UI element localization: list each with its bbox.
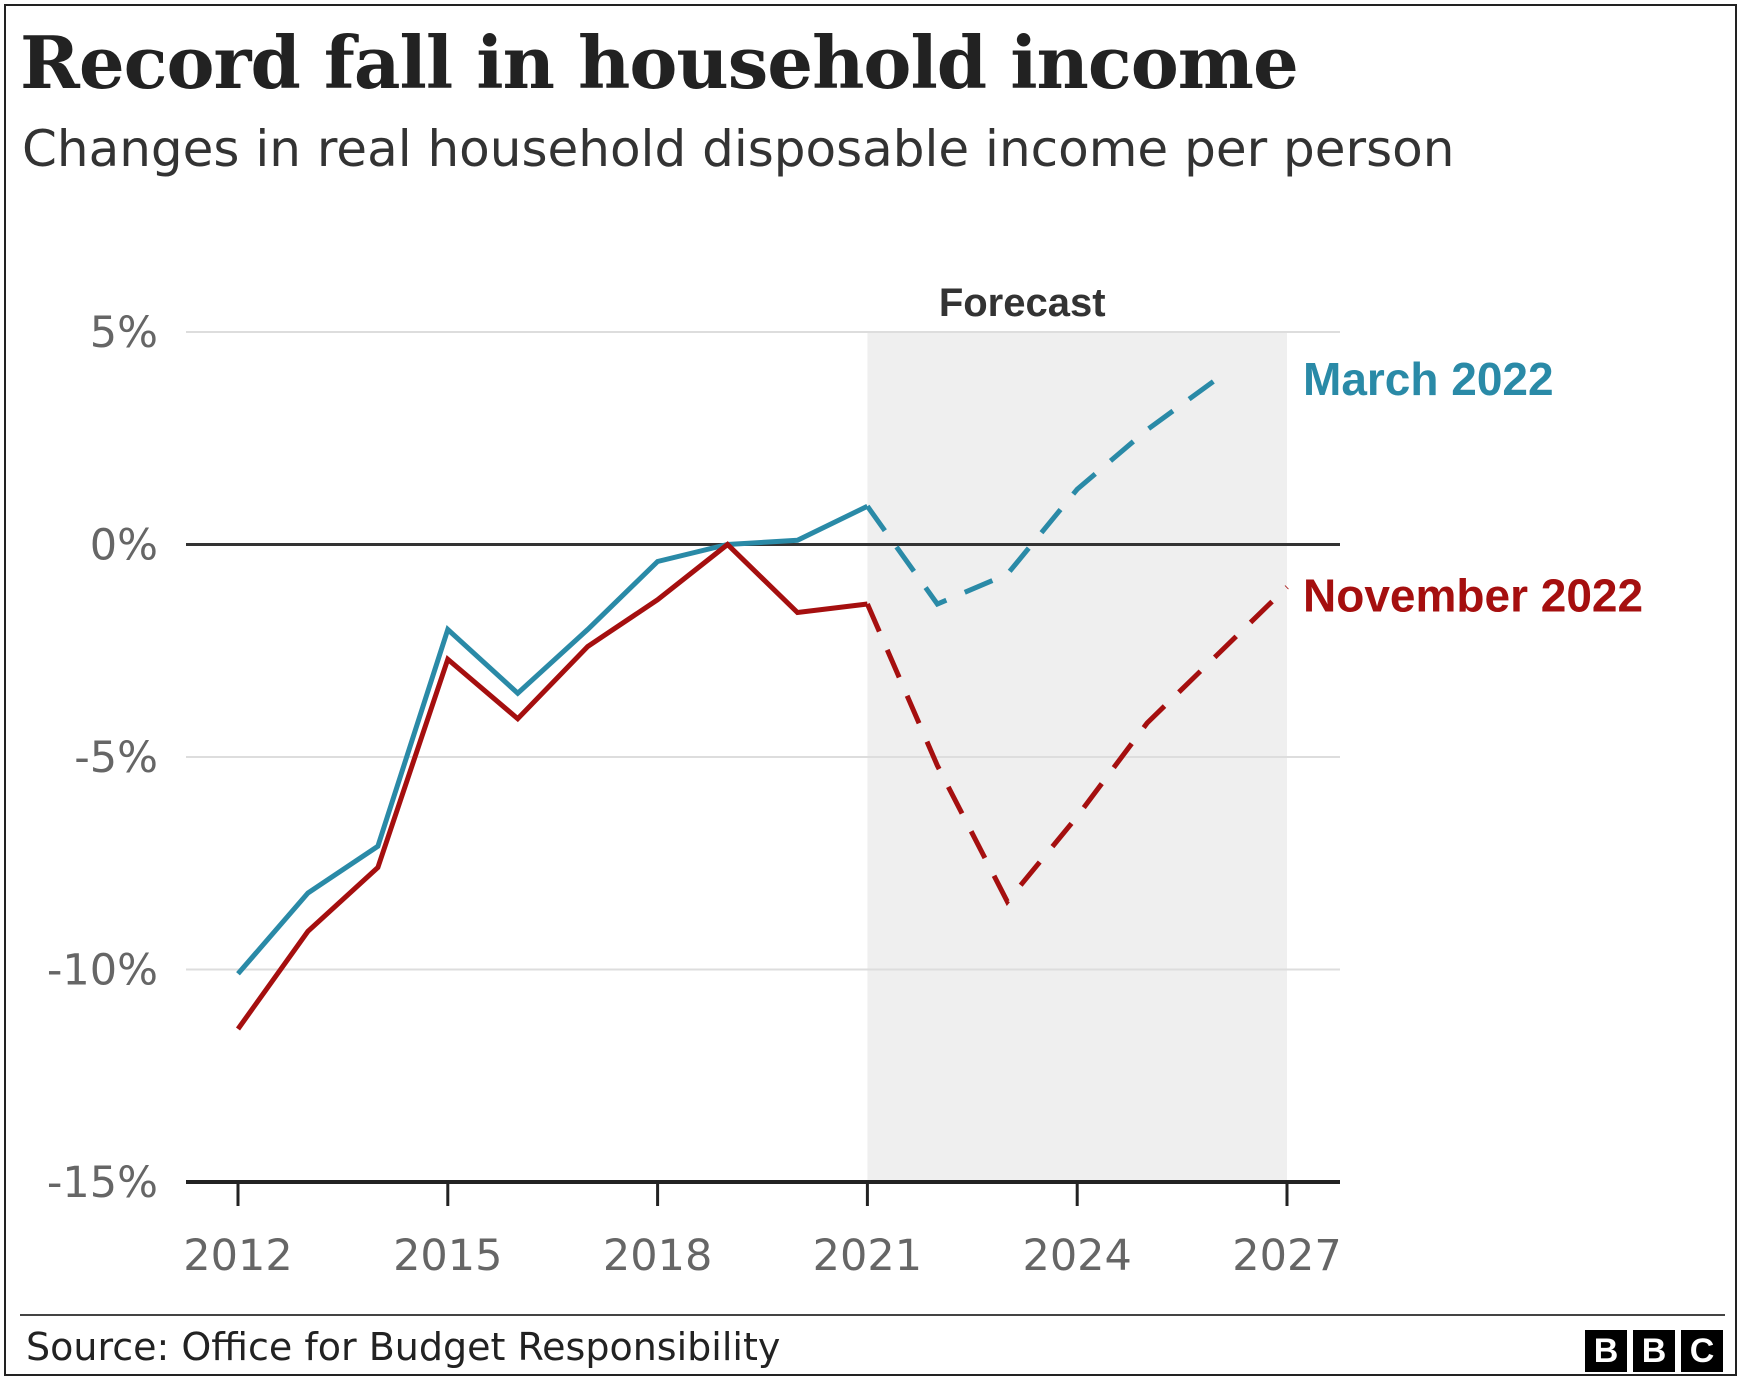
- y-tick-label: -5%: [74, 733, 158, 783]
- series-line-march-2022-actual: [236, 504, 869, 976]
- y-tick-label: 5%: [90, 308, 158, 358]
- y-tick-label: -15%: [47, 1158, 158, 1208]
- y-tick-label: 0%: [90, 521, 158, 571]
- line-chart: Forecast 5% 0% -5% -10% -15% 2012 2015 2018 2021 2…: [47, 281, 1643, 1281]
- labels-layer: Forecast 5% 0% -5% -10% -15% 2012 2015 2018 2021 2…: [47, 281, 1643, 1281]
- chart-subtitle: Changes in real household disposable inc…: [22, 120, 1455, 178]
- x-tick-label: 2012: [183, 1231, 292, 1281]
- chart-title: Record fall in household income: [20, 20, 1299, 105]
- series-label: November 2022: [1303, 570, 1643, 622]
- series-layer: [235, 376, 1289, 1031]
- x-tick-label: 2024: [1022, 1231, 1131, 1281]
- x-tick-label: 2018: [603, 1231, 712, 1281]
- x-tick-label: 2015: [393, 1231, 502, 1281]
- y-tick-label: -10%: [47, 946, 158, 996]
- series-line-november-2022-forecast: [865, 585, 1289, 907]
- footer-divider: [20, 1314, 1725, 1316]
- bbc-logo: B B C: [1585, 1330, 1723, 1372]
- logo-letter: B: [1633, 1330, 1675, 1372]
- forecast-label: Forecast: [939, 281, 1106, 325]
- source-note: Source: Office for Budget Responsibility: [26, 1325, 781, 1369]
- x-tick-label: 2027: [1232, 1231, 1341, 1281]
- logo-letter: B: [1585, 1330, 1627, 1372]
- x-tick-label: 2021: [813, 1231, 922, 1281]
- logo-letter: C: [1681, 1330, 1723, 1372]
- series-line-march-2022-forecast: [865, 376, 1219, 608]
- series-label: March 2022: [1303, 353, 1554, 405]
- series-line-november-2022-actual: [235, 541, 868, 1031]
